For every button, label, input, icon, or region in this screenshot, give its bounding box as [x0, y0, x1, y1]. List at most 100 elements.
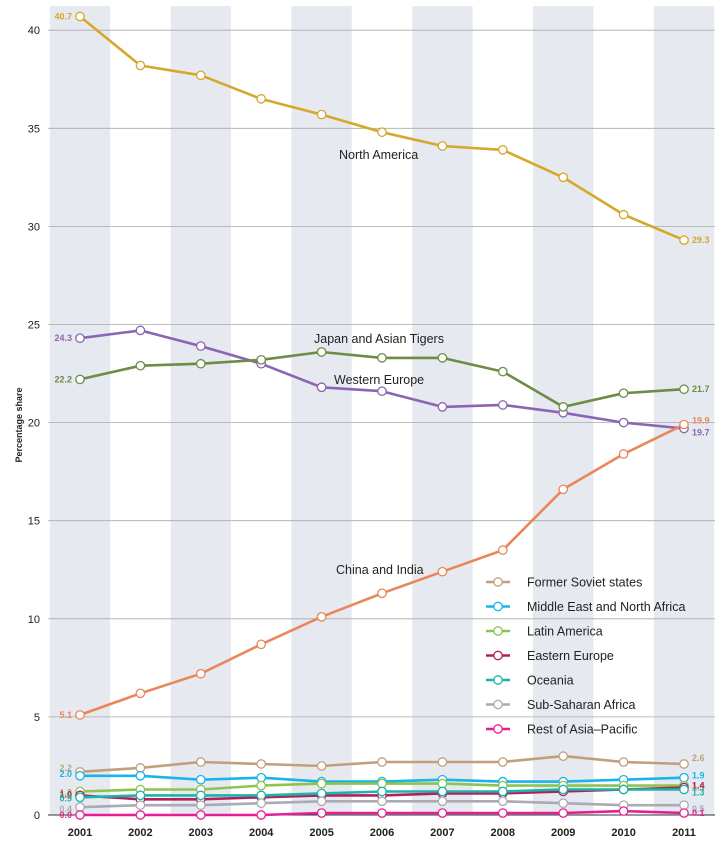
data-point-sub-saharan-africa: [135, 800, 146, 811]
background-band: [653, 6, 715, 815]
annotation-north-america: North America: [339, 148, 418, 162]
background-bands: [49, 6, 715, 815]
data-point-latin-america: [256, 780, 267, 791]
data-point-western-europe: [75, 333, 85, 344]
legend-label-rest-of-asia-pacific: Rest of Asia–Pacific: [527, 723, 637, 737]
series-value-labels: 40.7 29.3 24.3 19.7 22.2 21.7 5.1 19.9 2.2 2.6 2.0…: [54, 11, 709, 820]
data-point-former-soviet-states: [497, 757, 508, 767]
data-point-japan-and-asian-tigers: [377, 353, 387, 363]
start-value-label-latin-america: 1.2: [59, 787, 72, 797]
annotation-japan-asian-tigers: Japan and Asian Tigers: [314, 332, 444, 346]
data-point-latin-america: [377, 778, 387, 789]
data-point-rest-of-asia-pacific: [195, 810, 206, 820]
data-point-north-america: [437, 141, 448, 151]
start-value-label-china-and-india: 5.1: [59, 710, 72, 720]
data-point-sub-saharan-africa: [195, 800, 206, 811]
data-point-rest-of-asia-pacific: [618, 806, 629, 816]
end-value-label-middle-east-and-north-africa: 1.9: [692, 771, 705, 781]
data-point-china-and-india: [679, 419, 689, 430]
background-band: [170, 6, 231, 815]
data-point-japan-and-asian-tigers: [558, 402, 569, 412]
data-point-north-america: [377, 127, 387, 138]
end-value-label-japan-and-asian-tigers: 21.7: [692, 384, 710, 394]
data-point-oceania: [437, 786, 448, 797]
data-point-japan-and-asian-tigers: [75, 374, 85, 385]
end-value-label-former-soviet-states: 2.6: [692, 753, 705, 763]
x-tick-label: 2008: [491, 827, 515, 839]
annotation-china-india: China and India: [336, 563, 424, 577]
data-point-rest-of-asia-pacific: [377, 808, 387, 818]
data-point-former-soviet-states: [437, 757, 448, 767]
legend-swatch-marker-middle-east-and-north-africa: [493, 601, 503, 612]
x-tick-label: 2007: [430, 827, 454, 839]
legend-swatch-marker-latin-america: [493, 626, 503, 636]
data-point-china-and-india: [377, 588, 387, 599]
series-points: [75, 11, 689, 820]
data-point-north-america: [135, 60, 146, 71]
data-point-rest-of-asia-pacific: [437, 808, 448, 818]
x-tick-label: 2006: [370, 827, 394, 839]
end-value-label-latin-america: 1.5: [692, 783, 705, 793]
data-point-former-soviet-states: [256, 759, 267, 769]
data-point-middle-east-and-north-africa: [256, 772, 267, 783]
data-point-oceania: [618, 784, 629, 795]
data-point-rest-of-asia-pacific: [135, 810, 146, 820]
data-point-oceania: [679, 784, 689, 795]
data-point-latin-america: [316, 778, 327, 789]
data-point-oceania: [316, 788, 327, 799]
legend-swatch-marker-eastern-europe: [493, 650, 503, 661]
y-tick-label: 20: [28, 418, 40, 430]
data-point-japan-and-asian-tigers: [679, 384, 689, 395]
data-point-latin-america: [437, 778, 448, 789]
data-point-china-and-india: [75, 710, 85, 720]
data-point-western-europe: [377, 386, 387, 397]
data-point-china-and-india: [618, 449, 629, 459]
legend: Former Soviet states Middle East and Nort…: [486, 576, 685, 737]
data-point-rest-of-asia-pacific: [256, 810, 267, 820]
end-value-label-rest-of-asia-pacific: 0.1: [692, 808, 705, 818]
data-point-sub-saharan-africa: [558, 798, 569, 809]
start-value-label-japan-and-asian-tigers: 22.2: [54, 374, 72, 384]
data-point-rest-of-asia-pacific: [679, 808, 689, 818]
background-band: [291, 6, 352, 815]
data-point-rest-of-asia-pacific: [75, 810, 85, 820]
start-value-label-rest-of-asia-pacific: 0.0: [59, 810, 72, 820]
legend-swatch-marker-former-soviet-states: [493, 577, 503, 587]
data-point-china-and-india: [135, 688, 146, 699]
start-value-label-oceania: 0.9: [59, 793, 72, 803]
data-point-china-and-india: [256, 639, 267, 650]
data-point-middle-east-and-north-africa: [135, 770, 146, 781]
data-point-sub-saharan-africa: [316, 796, 327, 807]
x-tick-label: 2003: [189, 827, 213, 839]
x-tick-label: 2011: [672, 827, 696, 839]
data-point-oceania: [377, 786, 387, 797]
data-point-north-america: [195, 70, 206, 81]
x-tick-label: 2004: [249, 827, 274, 839]
start-value-label-north-america: 40.7: [54, 11, 72, 21]
legend-label-middle-east-and-north-africa: Middle East and North Africa: [527, 600, 685, 614]
data-point-oceania: [135, 790, 146, 801]
data-point-sub-saharan-africa: [497, 796, 508, 807]
legend-swatch-marker-sub-saharan-africa: [493, 699, 503, 710]
x-tick-label: 2010: [611, 827, 635, 839]
data-point-former-soviet-states: [316, 761, 327, 771]
x-axis-ticks: 2001 2002 2003 2004 2005 2006 2007 2008 2009 2010…: [68, 827, 696, 839]
start-value-label-eastern-europe: 1.0: [59, 789, 72, 799]
data-point-western-europe: [497, 400, 508, 410]
legend-label-latin-america: Latin America: [527, 625, 603, 639]
data-point-north-america: [75, 11, 85, 22]
x-tick-label: 2001: [68, 827, 92, 839]
start-value-label-western-europe: 24.3: [54, 333, 72, 343]
end-value-label-eastern-europe: 1.4: [692, 781, 705, 791]
data-point-sub-saharan-africa: [679, 800, 689, 811]
data-point-rest-of-asia-pacific: [316, 808, 327, 818]
y-tick-label: 30: [28, 221, 40, 233]
data-point-oceania: [195, 790, 206, 801]
y-tick-label: 10: [28, 614, 40, 626]
data-point-former-soviet-states: [618, 757, 629, 767]
y-axis-label: Percentage share: [14, 387, 24, 462]
y-tick-label: 25: [28, 320, 40, 332]
data-point-rest-of-asia-pacific: [497, 808, 508, 818]
end-value-label-oceania: 1.3: [692, 787, 705, 797]
